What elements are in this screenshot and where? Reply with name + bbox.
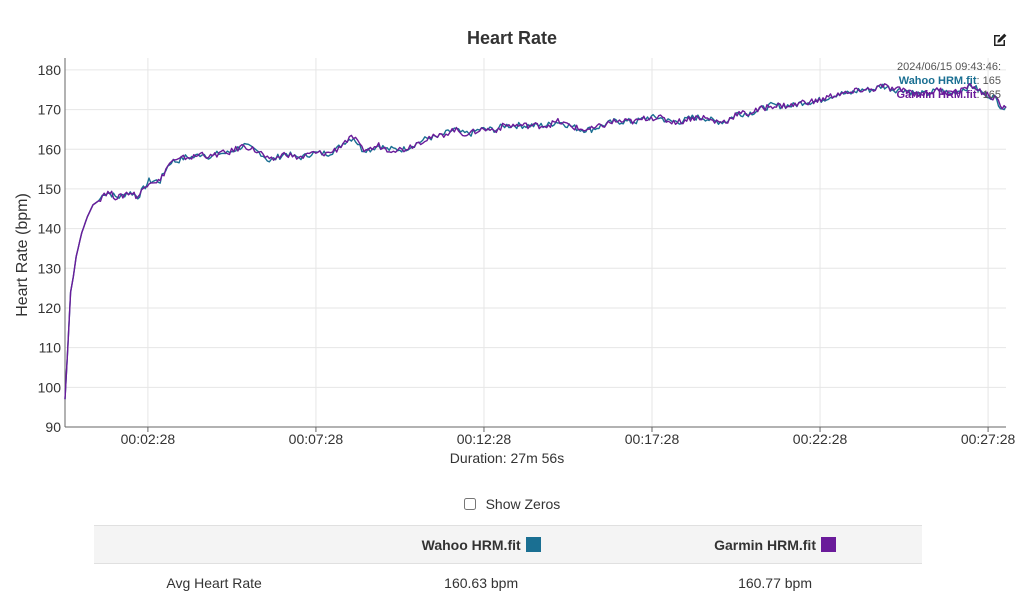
series-line	[64, 82, 1007, 400]
y-gridlines	[65, 69, 1006, 428]
show-zeros-checkbox[interactable]	[463, 498, 476, 511]
series-line	[64, 83, 1007, 400]
x-tick-label: 00:02:28	[121, 431, 176, 447]
x-axis-label: Duration: 27m 56s	[450, 450, 564, 466]
tooltip-series-name: Garmin HRM.fit	[896, 89, 977, 101]
stats-header-wahoo: Wahoo HRM.fit	[334, 526, 628, 564]
tooltip-series-value: 165	[982, 75, 1001, 87]
stats-header-garmin: Garmin HRM.fit	[628, 526, 922, 564]
stats-value-garmin: 160.77 bpm	[738, 575, 813, 591]
y-tick-label: 170	[38, 102, 62, 118]
y-tick-label: 110	[39, 340, 62, 356]
y-tick-label: 160	[38, 141, 62, 157]
stats-value-wahoo: 160.63 bpm	[444, 575, 519, 591]
show-zeros-label[interactable]: Show Zeros	[485, 496, 561, 512]
x-tick-label: 00:12:28	[457, 431, 512, 447]
x-tick-label: 00:17:28	[625, 431, 680, 447]
stats-header-label: Garmin HRM.fit	[714, 536, 816, 553]
garmin-color-swatch	[820, 536, 836, 552]
y-tick-labels: 90 100 110 120 130 140 150 160 170 180	[38, 62, 62, 435]
y-tick-label: 90	[45, 419, 61, 435]
tooltip-series-name: Wahoo HRM.fit	[898, 75, 977, 87]
chart-axes	[64, 58, 1006, 432]
y-tick-label: 150	[38, 181, 62, 197]
tooltip-series-value: 165	[982, 89, 1001, 101]
y-tick-label: 120	[38, 300, 62, 316]
y-tick-label: 180	[38, 62, 62, 78]
tooltip-timestamp: 2024/06/15 09:43:46:	[897, 61, 1001, 73]
x-tick-label: 00:27:28	[961, 431, 1016, 447]
tooltip-row-garmin: Garmin HRM.fit: 165	[896, 89, 1001, 101]
x-tick-labels: 00:02:28 00:07:28 00:12:28 00:17:28 00:22:28…	[121, 431, 1016, 447]
hover-tooltip: 2024/06/15 09:43:46: Wahoo HRM.fit: 165 …	[896, 60, 1001, 102]
data-series	[64, 82, 1007, 400]
y-axis-label: Heart Rate (bpm)	[14, 193, 31, 317]
chart-title: Heart Rate	[466, 28, 558, 48]
x-gridlines	[147, 58, 989, 427]
stats-header-empty	[94, 526, 334, 564]
y-tick-label: 140	[38, 221, 62, 237]
edit-icon-glyph	[994, 33, 1007, 46]
show-zeros-control: Show Zeros	[0, 496, 1024, 512]
edit-icon[interactable]	[992, 32, 1008, 48]
table-row: Avg Heart Rate 160.63 bpm 160.77 bpm	[94, 564, 922, 603]
y-tick-label: 100	[38, 379, 62, 395]
wahoo-color-swatch	[525, 536, 541, 552]
stats-row-label: Avg Heart Rate	[166, 575, 262, 591]
stats-header-label: Wahoo HRM.fit	[421, 536, 521, 553]
stats-table: Wahoo HRM.fit Garmin HRM.fit Avg Heart R…	[94, 525, 922, 602]
tooltip-row-wahoo: Wahoo HRM.fit: 165	[898, 75, 1001, 87]
x-tick-label: 00:07:28	[289, 431, 344, 447]
stats-header-row: Wahoo HRM.fit Garmin HRM.fit	[94, 525, 922, 564]
x-tick-label: 00:22:28	[793, 431, 848, 447]
y-tick-label: 130	[38, 260, 62, 276]
